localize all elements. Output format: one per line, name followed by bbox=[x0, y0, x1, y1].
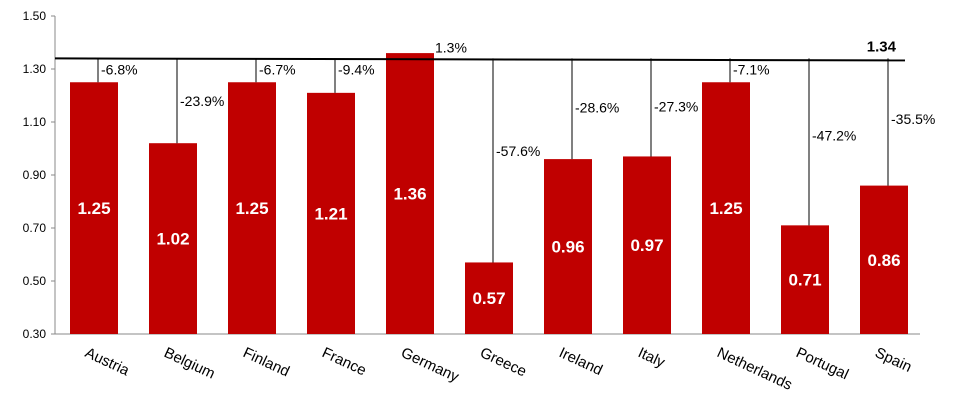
pct-change-label: -23.9% bbox=[180, 93, 224, 109]
bar bbox=[307, 92, 355, 334]
bar bbox=[70, 82, 118, 334]
connector-lines bbox=[97, 58, 889, 263]
labels: 1.25 -6.8% Austria 1.02 -23.9% Belgium 1.25 -6.… bbox=[77, 39, 935, 393]
bar bbox=[544, 159, 592, 334]
bar bbox=[860, 185, 908, 334]
y-tick-label: 0.50 bbox=[23, 274, 47, 288]
pct-change-label: -35.5% bbox=[891, 111, 935, 127]
pct-change-label: -47.2% bbox=[812, 128, 856, 144]
pct-change-label: -28.6% bbox=[575, 100, 619, 116]
category-label: France bbox=[319, 344, 368, 379]
y-tick-label: 1.30 bbox=[23, 62, 47, 76]
pct-change-label: -7.1% bbox=[733, 61, 770, 77]
category-label: Austria bbox=[82, 344, 132, 379]
y-tick-label: 1.10 bbox=[23, 115, 47, 129]
bar-value-label: 0.71 bbox=[788, 271, 821, 290]
category-label: Italy bbox=[635, 344, 668, 371]
pct-change-label: -27.3% bbox=[654, 99, 698, 115]
reference-line-label: 1.34 bbox=[867, 38, 897, 55]
reference-line bbox=[54, 57, 906, 62]
axes: 0.30 0.50 0.70 0.90 1.10 1.30 1.50 bbox=[23, 9, 920, 341]
category-label: Ireland bbox=[556, 344, 605, 379]
bar-value-label: 0.97 bbox=[630, 236, 663, 255]
y-tick-label: 1.50 bbox=[23, 9, 47, 23]
pct-change-label: -9.4% bbox=[338, 61, 375, 77]
bar bbox=[228, 82, 276, 334]
bar-value-label: 1.36 bbox=[393, 185, 426, 204]
bar-value-label: 1.21 bbox=[314, 204, 347, 223]
y-tick-label: 0.30 bbox=[23, 327, 47, 341]
category-label: Finland bbox=[240, 344, 292, 380]
y-tick-label: 0.90 bbox=[23, 168, 47, 182]
bars bbox=[70, 53, 908, 334]
category-label: Portugal bbox=[793, 344, 851, 383]
bar-value-label: 1.25 bbox=[709, 199, 742, 218]
pct-change-label: 1.3% bbox=[435, 39, 467, 55]
bar-value-label: 0.86 bbox=[867, 251, 900, 270]
bar-value-label: 1.25 bbox=[77, 199, 110, 218]
category-label: Greece bbox=[477, 344, 529, 380]
pct-change-label: -57.6% bbox=[496, 143, 540, 159]
category-label: Netherlands bbox=[714, 344, 794, 394]
category-label: Germany bbox=[398, 344, 462, 386]
reference-line-group: 1.34 bbox=[54, 38, 906, 62]
bar bbox=[623, 156, 671, 334]
bar bbox=[702, 82, 750, 334]
pct-change-label: -6.7% bbox=[259, 61, 296, 77]
bar bbox=[781, 225, 829, 334]
bar-value-label: 1.02 bbox=[156, 230, 189, 249]
bar-value-label: 0.96 bbox=[551, 238, 584, 257]
bar bbox=[149, 143, 197, 334]
bar bbox=[386, 53, 434, 334]
bar bbox=[465, 262, 513, 334]
category-label: Spain bbox=[872, 344, 914, 376]
bar-value-label: 1.25 bbox=[235, 199, 268, 218]
pct-change-label: -6.8% bbox=[101, 61, 138, 77]
category-label: Belgium bbox=[161, 344, 217, 382]
bar-value-label: 0.57 bbox=[472, 289, 505, 308]
y-tick-label: 0.70 bbox=[23, 221, 47, 235]
